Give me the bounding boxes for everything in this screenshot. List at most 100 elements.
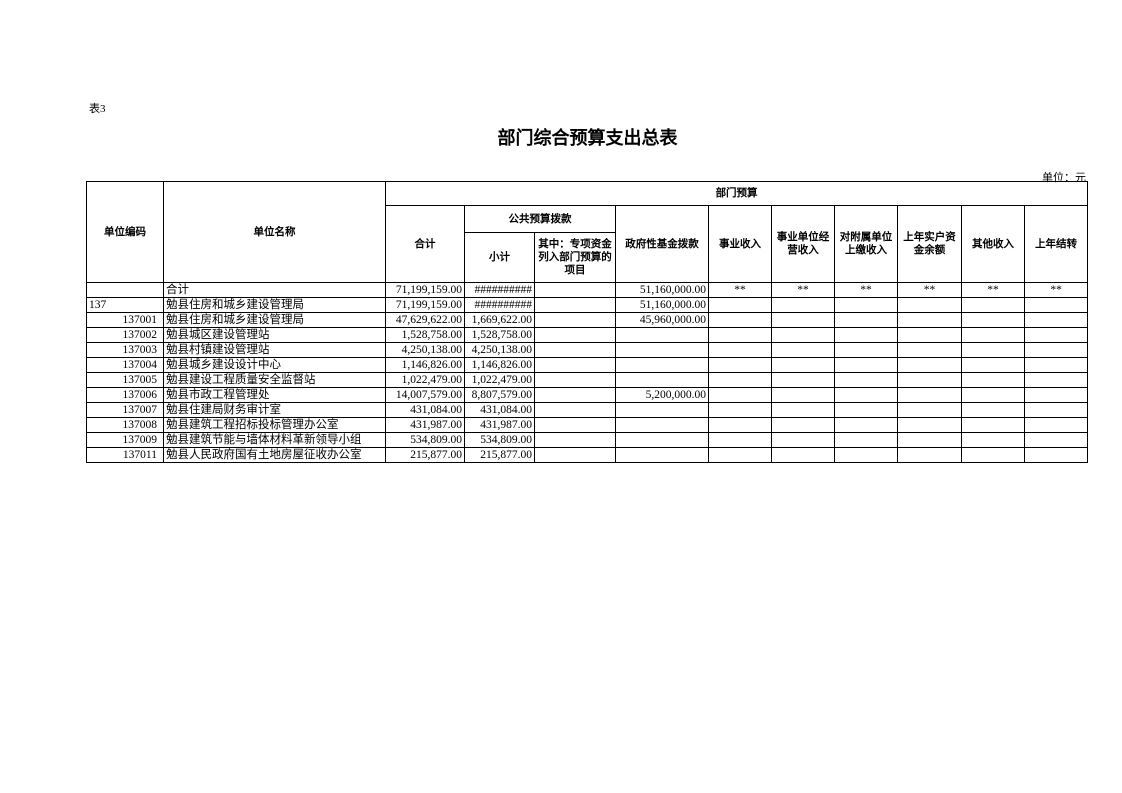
table-number: 表3 bbox=[89, 103, 106, 115]
cell-carryover bbox=[1023, 447, 1089, 463]
cell-subsidiary-income bbox=[834, 342, 898, 358]
cell-name: 勉县人民政府国有土地房屋征收办公室 bbox=[163, 447, 386, 463]
table-row: 合计 71,199,159.00 ########## 51,160,000.00 **… bbox=[86, 282, 1089, 298]
cell-prev-balance bbox=[897, 417, 962, 433]
header-subsidiary-income: 对附属单位上缴收入 bbox=[834, 205, 898, 283]
cell-subtotal: 431,987.00 bbox=[464, 417, 535, 433]
cell-subsidiary-income bbox=[834, 357, 898, 373]
cell-special bbox=[534, 357, 616, 373]
header-special: 其中：专项资金列入部门预算的项目 bbox=[534, 232, 616, 283]
cell-career-income bbox=[708, 297, 772, 313]
table-row: 137006 勉县市政工程管理处 14,007,579.00 8,807,579.00… bbox=[86, 387, 1089, 403]
cell-total: 1,022,479.00 bbox=[385, 372, 465, 388]
cell-subtotal: 1,669,622.00 bbox=[464, 312, 535, 328]
cell-code: 137004 bbox=[86, 357, 164, 373]
cell-subtotal: ########## bbox=[464, 282, 535, 298]
cell-career-income bbox=[708, 417, 772, 433]
header-gov-fund: 政府性基金拨款 bbox=[615, 205, 709, 283]
cell-operating-income bbox=[771, 342, 835, 358]
cell-operating-income bbox=[771, 327, 835, 343]
cell-subsidiary-income bbox=[834, 417, 898, 433]
cell-subsidiary-income bbox=[834, 372, 898, 388]
cell-carryover bbox=[1023, 357, 1089, 373]
cell-subtotal: 215,877.00 bbox=[464, 447, 535, 463]
cell-prev-balance: ** bbox=[897, 282, 962, 298]
cell-gov-fund bbox=[615, 342, 709, 358]
table-row: 137004 勉县城乡建设设计中心 1,146,826.00 1,146,826.00 bbox=[86, 357, 1089, 373]
cell-gov-fund bbox=[615, 402, 709, 418]
table-row: 137011 勉县人民政府国有土地房屋征收办公室 215,877.00 215,877… bbox=[86, 447, 1089, 463]
cell-other-income bbox=[961, 357, 1025, 373]
cell-carryover bbox=[1023, 417, 1089, 433]
cell-carryover bbox=[1023, 312, 1089, 328]
cell-prev-balance bbox=[897, 387, 962, 403]
table-row: 137001 勉县住房和城乡建设管理局 47,629,622.00 1,669,622… bbox=[86, 312, 1089, 328]
cell-name: 勉县住房和城乡建设管理局 bbox=[163, 297, 386, 313]
cell-gov-fund bbox=[615, 372, 709, 388]
cell-total: 71,199,159.00 bbox=[385, 297, 465, 313]
cell-gov-fund: 45,960,000.00 bbox=[615, 312, 709, 328]
cell-other-income bbox=[961, 417, 1025, 433]
cell-carryover bbox=[1023, 297, 1089, 313]
cell-code: 137007 bbox=[86, 402, 164, 418]
header-carryover: 上年结转 bbox=[1023, 205, 1089, 283]
cell-name: 勉县建筑工程招标投标管理办公室 bbox=[163, 417, 386, 433]
cell-special bbox=[534, 297, 616, 313]
cell-subtotal: 1,146,826.00 bbox=[464, 357, 535, 373]
cell-code: 137002 bbox=[86, 327, 164, 343]
cell-operating-income bbox=[771, 357, 835, 373]
header-name: 单位名称 bbox=[163, 181, 386, 283]
cell-other-income bbox=[961, 372, 1025, 388]
cell-carryover bbox=[1023, 372, 1089, 388]
cell-subtotal: 431,084.00 bbox=[464, 402, 535, 418]
header-subtotal: 小计 bbox=[464, 232, 535, 283]
cell-total: 215,877.00 bbox=[385, 447, 465, 463]
cell-subsidiary-income bbox=[834, 432, 898, 448]
cell-subtotal: 1,022,479.00 bbox=[464, 372, 535, 388]
cell-other-income bbox=[961, 432, 1025, 448]
cell-special bbox=[534, 312, 616, 328]
cell-special bbox=[534, 432, 616, 448]
cell-name: 勉县建筑节能与墙体材料革新领导小组 bbox=[163, 432, 386, 448]
cell-subtotal: 4,250,138.00 bbox=[464, 342, 535, 358]
cell-name: 勉县住房和城乡建设管理局 bbox=[163, 312, 386, 328]
cell-prev-balance bbox=[897, 312, 962, 328]
cell-special bbox=[534, 327, 616, 343]
cell-code: 137011 bbox=[86, 447, 164, 463]
cell-gov-fund bbox=[615, 447, 709, 463]
table-row: 137009 勉县建筑节能与墙体材料革新领导小组 534,809.00 534,809… bbox=[86, 432, 1089, 448]
cell-prev-balance bbox=[897, 402, 962, 418]
cell-career-income bbox=[708, 357, 772, 373]
cell-subsidiary-income bbox=[834, 327, 898, 343]
cell-total: 71,199,159.00 bbox=[385, 282, 465, 298]
header-operating-income: 事业单位经营收入 bbox=[771, 205, 835, 283]
cell-subsidiary-income bbox=[834, 387, 898, 403]
cell-special bbox=[534, 372, 616, 388]
cell-subtotal: 1,528,758.00 bbox=[464, 327, 535, 343]
cell-code: 137001 bbox=[86, 312, 164, 328]
cell-prev-balance bbox=[897, 372, 962, 388]
table-row: 137002 勉县城区建设管理站 1,528,758.00 1,528,758.00 bbox=[86, 327, 1089, 343]
cell-operating-income bbox=[771, 417, 835, 433]
cell-name: 勉县建设工程质量安全监督站 bbox=[163, 372, 386, 388]
cell-career-income bbox=[708, 402, 772, 418]
cell-career-income bbox=[708, 447, 772, 463]
header-public: 公共预算拨款 bbox=[464, 205, 616, 233]
header-career-income: 事业收入 bbox=[708, 205, 772, 283]
table-row: 137007 勉县住建局财务审计室 431,084.00 431,084.00 bbox=[86, 402, 1089, 418]
cell-operating-income bbox=[771, 312, 835, 328]
cell-total: 47,629,622.00 bbox=[385, 312, 465, 328]
cell-subtotal: 534,809.00 bbox=[464, 432, 535, 448]
cell-carryover bbox=[1023, 387, 1089, 403]
cell-carryover bbox=[1023, 402, 1089, 418]
cell-total: 4,250,138.00 bbox=[385, 342, 465, 358]
cell-name: 勉县城区建设管理站 bbox=[163, 327, 386, 343]
cell-other-income bbox=[961, 327, 1025, 343]
cell-other-income bbox=[961, 402, 1025, 418]
cell-prev-balance bbox=[897, 432, 962, 448]
cell-carryover: ** bbox=[1023, 282, 1089, 298]
cell-career-income bbox=[708, 387, 772, 403]
cell-total: 431,084.00 bbox=[385, 402, 465, 418]
cell-operating-income bbox=[771, 297, 835, 313]
cell-operating-income: ** bbox=[771, 282, 835, 298]
